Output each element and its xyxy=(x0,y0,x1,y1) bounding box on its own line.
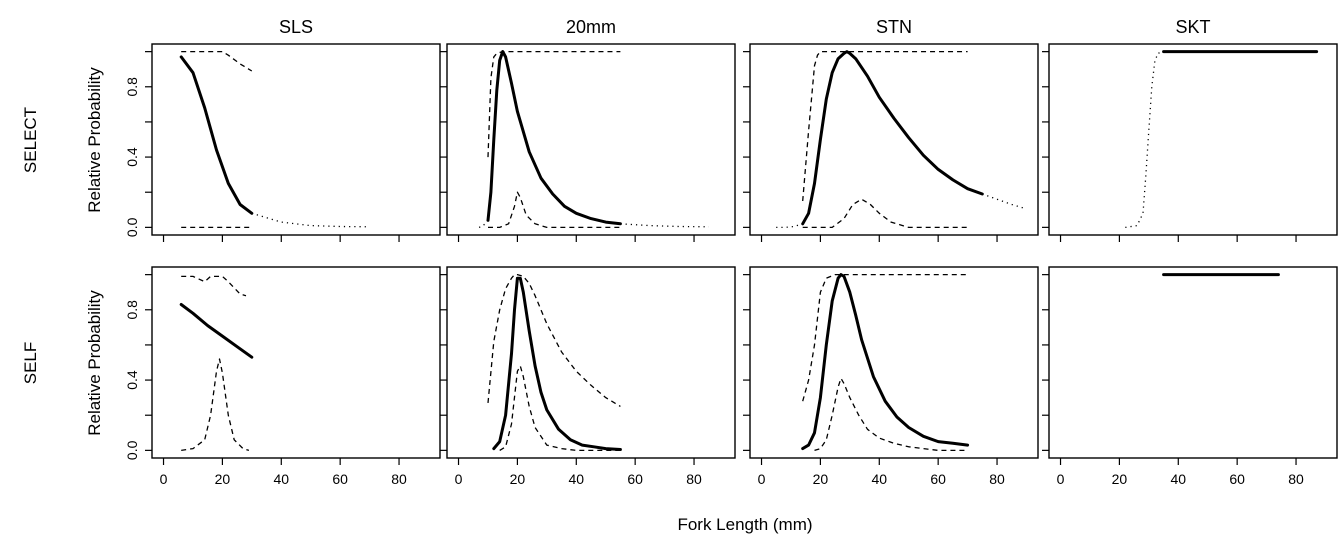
x-tick-label: 40 xyxy=(871,471,887,487)
series-dotted-1 xyxy=(251,212,370,228)
x-tick-label: 0 xyxy=(160,471,168,487)
panel-self-stn: 0 20 40 60 80 xyxy=(743,266,1039,487)
series-dotted-2 xyxy=(478,219,489,229)
series-solid-0 xyxy=(492,276,622,451)
x-tick-label: 60 xyxy=(1229,471,1245,487)
x-tick-label: 80 xyxy=(989,471,1005,487)
x-tick-label: 60 xyxy=(332,471,348,487)
series-dashed-4 xyxy=(488,191,621,229)
x-tick-label: 20 xyxy=(510,471,526,487)
y-tick-label: 0.0 xyxy=(124,440,140,460)
y-tick-label: 0.8 xyxy=(124,300,140,320)
panel-self-skt: 0 20 40 60 80 xyxy=(1042,266,1338,487)
series-dotted-1 xyxy=(982,193,1024,209)
panel-select-sls: 0.0 0.4 0.8 xyxy=(124,43,441,242)
row-title-select: SELECT xyxy=(21,107,40,173)
series-dashed-3 xyxy=(487,50,621,158)
x-tick-label: 80 xyxy=(686,471,702,487)
panel-select-stn xyxy=(743,43,1039,242)
panel-select-skt xyxy=(1042,43,1338,242)
x-tick-label: 80 xyxy=(391,471,407,487)
column-title-skt: SKT xyxy=(1175,17,1210,37)
series-dashed-1 xyxy=(181,275,247,297)
x-tick-label: 0 xyxy=(455,471,463,487)
series-dashed-2 xyxy=(499,365,621,452)
series-solid-0 xyxy=(801,273,970,451)
series-dotted-1 xyxy=(1125,50,1164,229)
y-tick-label: 0.0 xyxy=(124,217,140,237)
y-axis-label-self: Relative Probability xyxy=(85,290,104,436)
series-dashed-3 xyxy=(802,50,968,202)
y-tick-label: 0.8 xyxy=(124,77,140,97)
panel-self-20mm: 0 20 40 60 80 xyxy=(440,266,736,487)
x-tick-label: 20 xyxy=(215,471,231,487)
panel-select-20mm xyxy=(440,43,736,242)
series-dashed-2 xyxy=(181,358,250,452)
x-tick-label: 40 xyxy=(1170,471,1186,487)
column-title-sls: SLS xyxy=(279,17,313,37)
plot-frame xyxy=(151,43,441,236)
y-tick-label: 0.4 xyxy=(124,147,140,167)
x-axis-label: Fork Length (mm) xyxy=(677,515,812,534)
plot-frame xyxy=(749,266,1039,459)
series-dashed-1 xyxy=(487,273,621,407)
plot-frame xyxy=(446,266,736,459)
x-tick-label: 40 xyxy=(568,471,584,487)
panel-self-sls: 0 20 40 60 80 0.0 0.4 0.8 xyxy=(124,266,441,487)
y-axis-label-select: Relative Probability xyxy=(85,67,104,213)
x-tick-label: 60 xyxy=(627,471,643,487)
plot-frame xyxy=(1048,266,1338,459)
series-dashed-4 xyxy=(802,198,968,229)
plot-frame xyxy=(749,43,1039,236)
plot-frame xyxy=(446,43,736,236)
y-tick-label: 0.4 xyxy=(124,370,140,390)
x-tick-label: 0 xyxy=(758,471,766,487)
series-solid-0 xyxy=(801,50,984,226)
series-dotted-2 xyxy=(776,223,803,229)
column-title-20mm: 20mm xyxy=(566,17,616,37)
series-dotted-1 xyxy=(620,223,709,228)
x-tick-label: 60 xyxy=(930,471,946,487)
plot-frame xyxy=(151,266,441,459)
series-solid-0 xyxy=(486,50,622,226)
row-title-self: SELF xyxy=(21,342,40,385)
x-tick-label: 20 xyxy=(1112,471,1128,487)
series-dashed-2 xyxy=(181,50,253,72)
plot-frame xyxy=(1048,43,1338,236)
x-tick-label: 40 xyxy=(273,471,289,487)
x-tick-label: 80 xyxy=(1288,471,1304,487)
panels: 0.0 0.4 0.8 0 20 40 60 80 0.0 0.4 0.8 0 20 40 60 80 0 20 4… xyxy=(124,43,1338,487)
series-dashed-2 xyxy=(814,377,968,452)
series-solid-0 xyxy=(179,55,254,215)
series-solid-0 xyxy=(179,303,254,359)
column-title-stn: STN xyxy=(876,17,912,37)
x-tick-label: 20 xyxy=(813,471,829,487)
x-tick-label: 0 xyxy=(1057,471,1065,487)
